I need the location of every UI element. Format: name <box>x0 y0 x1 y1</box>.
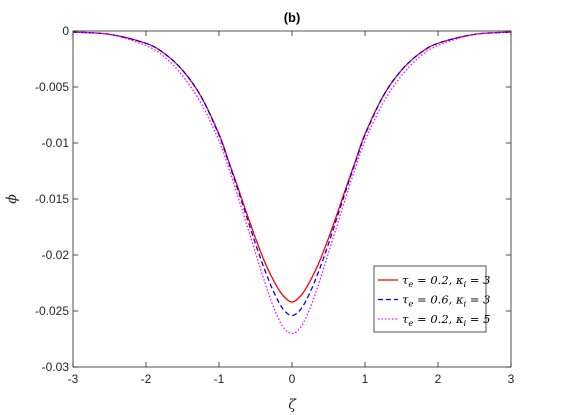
legend-label: τe = 0.6, κi = 3 <box>402 293 490 310</box>
legend: τe = 0.2, κi = 3 τe = 0.6, κi = 3 τe = 0.2… <box>373 265 490 333</box>
series-line-2 <box>72 31 512 317</box>
y-tick-label: -0.025 <box>35 304 69 318</box>
x-tick-label: 2 <box>435 372 442 386</box>
x-tick-label: -3 <box>68 372 79 386</box>
y-tick-label: -0.03 <box>42 360 70 374</box>
plot-frame <box>72 30 512 368</box>
y-tick-label: -0.015 <box>35 192 69 206</box>
y-tick-label: -0.02 <box>42 248 70 262</box>
y-axis-label: ϕ <box>4 194 20 204</box>
y-tick-label: -0.01 <box>42 136 70 150</box>
x-tick-label: -2 <box>141 372 152 386</box>
x-axis-label: ζ <box>288 397 297 413</box>
series-line-3 <box>72 31 512 335</box>
chart-title: (b) <box>284 10 301 25</box>
y-tick-label: 0 <box>62 24 69 38</box>
x-tick-label: 3 <box>508 372 515 386</box>
legend-label: τe = 0.2, κi = 3 <box>402 273 490 290</box>
x-tick-label: -1 <box>214 372 225 386</box>
y-tick-label: -0.005 <box>35 80 69 94</box>
legend-box <box>373 265 487 333</box>
series-layer <box>72 31 512 335</box>
legend-label: τe = 0.2, κi = 5 <box>402 312 490 329</box>
x-tick-label: 1 <box>362 372 369 386</box>
x-tick-label: 0 <box>289 372 296 386</box>
